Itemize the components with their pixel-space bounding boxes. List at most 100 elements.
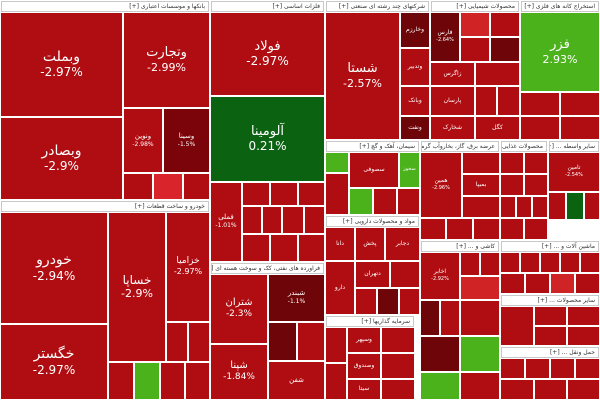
tile-small[interactable] [440, 300, 460, 336]
tile-small[interactable] [268, 322, 297, 361]
tile-vkhark[interactable]: وخارزم [400, 12, 430, 48]
tile-dana[interactable]: دانا [325, 227, 355, 261]
tile-small[interactable] [160, 362, 185, 400]
tile-small[interactable] [500, 379, 534, 400]
sector-header-mining[interactable]: استخراج کانه های فلزی [+] [521, 1, 599, 12]
tile-small[interactable] [381, 379, 415, 400]
sector-header-banks[interactable]: بانکها و موسسات اعتباری [+] [1, 1, 209, 12]
tile-small[interactable] [304, 206, 325, 234]
tile-khodro[interactable]: خودرو -2.94% [0, 212, 108, 324]
tile-small[interactable] [298, 182, 325, 206]
tile-small[interactable] [500, 196, 516, 218]
sector-header-petroleum[interactable]: فراورده های نفتی، کک و سوخت هسته ای [+] [211, 263, 324, 274]
tile-small[interactable] [460, 372, 500, 400]
tile-khsapa[interactable]: خساپا -2.9% [108, 212, 166, 362]
tile-small[interactable] [242, 182, 270, 206]
tile-akhaber[interactable]: اخابر -2.92% [420, 252, 460, 300]
tile-sejan[interactable]: سیتا [347, 379, 381, 400]
tile-small[interactable] [500, 358, 525, 379]
tile-small[interactable] [282, 206, 304, 234]
tile-small[interactable] [500, 218, 524, 240]
sector-header-utilities[interactable]: عرضه برق، گاز، بخاروآب گرم [+] [421, 141, 499, 152]
tile-dgadir[interactable]: دجابر [385, 227, 420, 261]
tile-small[interactable] [500, 252, 520, 273]
tile-vsheshkosh[interactable]: وسپهر [347, 327, 381, 353]
tile-small[interactable] [560, 92, 600, 116]
tile-small[interactable] [397, 188, 420, 215]
tile-small[interactable] [460, 37, 490, 62]
tile-small[interactable] [390, 261, 420, 288]
tile-small[interactable] [349, 188, 373, 215]
tile-small[interactable] [420, 218, 446, 240]
tile-fars[interactable]: فارس -2.64% [430, 12, 460, 62]
tile-vtejarat[interactable]: وتجارت -2.99% [123, 12, 210, 108]
tile-kagol[interactable]: کگل [475, 116, 520, 140]
sector-header-multi-industry[interactable]: شرکتهای چند رشته ای صنعتی [+] [326, 1, 429, 12]
tile-vsina[interactable]: وسینا -1.5% [163, 108, 210, 173]
tile-small[interactable] [500, 174, 524, 196]
tile-small[interactable] [420, 336, 460, 372]
tile-small[interactable] [497, 86, 520, 116]
tile-vnovin[interactable]: ونوین -2.98% [123, 108, 163, 173]
tile-small[interactable] [520, 116, 560, 140]
tile-small[interactable] [540, 252, 560, 273]
tile-small[interactable] [460, 12, 490, 37]
tile-aluminium[interactable]: آلومینا 0.21% [210, 96, 325, 182]
sector-header-other-products[interactable]: سایر محصولات ... [+] [501, 295, 599, 306]
tile-small[interactable] [242, 206, 262, 234]
tile-sarmaye[interactable]: سصوفی [349, 152, 399, 188]
tile-small[interactable] [520, 252, 540, 273]
tile-small[interactable] [270, 234, 298, 262]
tile-fooladh[interactable]: فولاد -2.97% [210, 12, 325, 96]
tile-small[interactable] [183, 173, 210, 200]
tile-small[interactable] [185, 362, 210, 400]
tile-vratil[interactable]: وتدبیر [400, 48, 430, 86]
tile-small[interactable] [460, 300, 500, 336]
tile-small[interactable] [475, 86, 497, 116]
sector-header-pharma[interactable]: مواد و محصولات دارویی [+] [326, 216, 419, 227]
tile-small[interactable] [534, 306, 567, 326]
tile-small[interactable] [373, 188, 397, 215]
sector-header-food[interactable]: محصولات غذایی و آ... [+] [501, 141, 547, 152]
tile-shasta[interactable]: شستا -2.57% [325, 12, 400, 140]
tile-small[interactable] [480, 252, 500, 276]
tile-vbmellat[interactable]: وبملت -2.97% [0, 12, 123, 117]
tile-small[interactable] [399, 288, 420, 315]
tile-small[interactable] [298, 234, 325, 262]
sector-header-transport[interactable]: حمل ونقل ... [+] [501, 347, 599, 358]
tile-small[interactable] [580, 252, 600, 273]
tile-bmina[interactable]: بمیپا [462, 174, 500, 196]
tile-small[interactable] [188, 322, 210, 362]
tile-small[interactable] [490, 37, 520, 62]
sector-header-machinery[interactable]: ماشین آلات و ... [+] [501, 241, 599, 252]
tile-small[interactable] [270, 182, 298, 206]
sector-header-metals[interactable]: فلزات اساسی [+] [211, 1, 324, 12]
tile-small[interactable] [460, 252, 480, 276]
tile-small[interactable] [325, 173, 349, 215]
tile-small[interactable] [566, 192, 584, 220]
tile-small[interactable] [166, 322, 188, 362]
tile-khgostar[interactable]: خگستر -2.97% [0, 324, 108, 400]
tile-small[interactable] [381, 353, 415, 379]
tile-ghdarou[interactable]: دارو [325, 261, 355, 315]
tile-sekhouz[interactable]: سخوز [399, 152, 420, 188]
tile-small[interactable] [262, 206, 282, 234]
tile-small[interactable] [325, 327, 347, 363]
tile-small[interactable] [567, 326, 600, 346]
tile-small[interactable] [548, 192, 566, 220]
tile-small[interactable] [532, 196, 548, 218]
tile-small[interactable] [524, 218, 548, 240]
tile-small[interactable] [153, 173, 183, 200]
tile-small[interactable] [550, 358, 575, 379]
tile-small[interactable] [460, 276, 500, 300]
tile-small[interactable] [108, 362, 134, 400]
tile-dtaha[interactable]: دتهران [355, 261, 390, 288]
tile-small[interactable] [524, 174, 548, 196]
tile-small[interactable] [462, 152, 500, 174]
tile-shakharak[interactable]: شخارک [430, 116, 475, 140]
sector-header-investments[interactable]: سرمایه گذاریها [+] [326, 316, 414, 327]
tile-small[interactable] [516, 196, 532, 218]
tile-khzamya[interactable]: خزامیا -2.97% [166, 212, 210, 322]
tile-small[interactable] [534, 379, 567, 400]
tile-small[interactable] [325, 152, 349, 173]
